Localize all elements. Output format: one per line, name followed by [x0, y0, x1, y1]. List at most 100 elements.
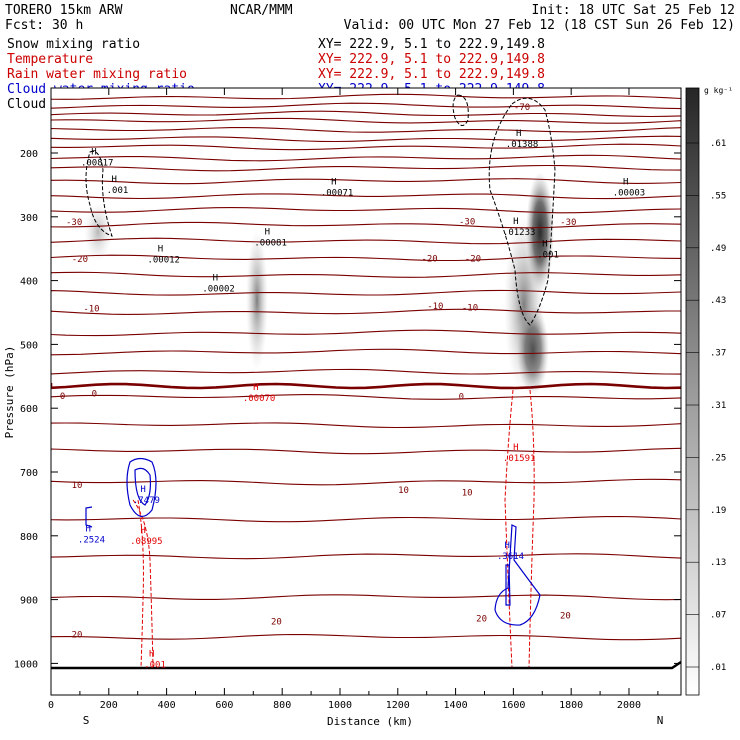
- maximum-marker: H: [516, 129, 521, 139]
- maximum-label: .01233: [503, 228, 536, 238]
- shade-blob: [246, 230, 268, 370]
- y-tick-label: 300: [20, 213, 38, 224]
- cloud-water-contour: [85, 506, 93, 528]
- field-name: Snow mixing ratio: [7, 37, 140, 52]
- isotherm-label: 10: [462, 488, 473, 498]
- colorbar-labels: .01 .07 .13 .19 .25 .31 .37 .43 .49 .55 .61: [686, 139, 726, 673]
- cloud-water-contour: [134, 467, 152, 506]
- isotherm: [51, 207, 681, 214]
- isotherm: [51, 368, 681, 375]
- model-title: TORERO 15km ARW: [5, 3, 123, 18]
- x-tick-label: 400: [158, 700, 176, 711]
- maximum-marker: H: [158, 245, 163, 255]
- x-tick-label: 2000: [617, 700, 641, 711]
- isotherm: [51, 127, 681, 133]
- isotherm: [51, 117, 681, 124]
- freezing-isotherm: [51, 382, 681, 390]
- x-tick-label: 1200: [386, 700, 410, 711]
- isotherm-label: -10: [462, 303, 478, 313]
- isotherm: [51, 289, 681, 296]
- maximum-marker: H: [213, 273, 218, 283]
- x-tick-label: 1400: [444, 700, 468, 711]
- rain-contour: [528, 389, 535, 669]
- maximum-marker: H: [542, 239, 547, 249]
- x-axis-title: Distance (km): [327, 715, 413, 728]
- x-tick-label: 0: [48, 700, 54, 711]
- colorbar-label: .31: [710, 401, 726, 411]
- isotherm: [51, 254, 681, 262]
- isotherm: [51, 271, 681, 278]
- maximum-label: .00081: [254, 238, 287, 248]
- isotherm: [51, 154, 681, 162]
- x-tick-label: 1800: [559, 700, 583, 711]
- maximum-marker: H: [513, 443, 518, 453]
- isotherm: [51, 193, 681, 200]
- field-name: Rain water mixing ratio: [7, 67, 187, 82]
- isotherm: [51, 329, 681, 337]
- isotherm: [51, 237, 681, 245]
- temperature-contours: [51, 93, 681, 641]
- isotherm-label: 0: [459, 393, 464, 403]
- plot-frame: [50, 87, 682, 696]
- colorbar-label: .37: [710, 349, 726, 359]
- isotherm: [51, 110, 681, 118]
- org-label: NCAR/MMM: [230, 3, 293, 18]
- colorbar-label: .49: [710, 244, 726, 254]
- shade-blob: [84, 202, 112, 262]
- isotherm: [51, 221, 681, 229]
- isotherm-label: 10: [398, 486, 409, 496]
- isotherm-label: -70: [514, 103, 530, 113]
- field-xy: XY= 222.9, 5.1 to 222.9,149.8: [318, 52, 545, 67]
- isotherm-label: 0: [60, 392, 65, 402]
- maximum-marker: H: [265, 227, 270, 237]
- ice-contour: [452, 94, 469, 126]
- colorbar-label: .01: [710, 663, 726, 673]
- maximum-label: .00817: [81, 159, 114, 169]
- field-xy: XY= 222.9, 5.1 to 222.9,149.8: [318, 67, 545, 82]
- x-tick-label: 1600: [501, 700, 525, 711]
- shade-blob: [517, 305, 549, 395]
- isotherm: [51, 422, 681, 429]
- y-tick-label: 600: [20, 404, 38, 415]
- x-tick-label: 600: [215, 700, 233, 711]
- y-axis-title: Pressure (hPa): [3, 346, 16, 439]
- ground-line: [51, 660, 681, 670]
- south-label: S: [83, 714, 90, 727]
- y-tick-label: 1000: [14, 659, 38, 670]
- maximum-label: .2524: [78, 536, 105, 546]
- contour-labels: -70 -30 -30 -30 -20 -20 -20 -10 -10 -10 0 0 0 10 10 10 2…: [60, 103, 577, 641]
- colorbar-unit: g kg⁻¹: [704, 86, 733, 95]
- shade-blob: [526, 172, 554, 292]
- maximum-label: .00012: [147, 256, 180, 266]
- cloud-water-contour: [505, 564, 511, 606]
- colorbar-label: .25: [710, 453, 726, 463]
- isotherm: [51, 478, 681, 486]
- colorbar-label: .61: [710, 139, 726, 149]
- y-tick-label: 800: [20, 532, 38, 543]
- plot-area: -70 -30 -30 -30 -20 -20 -20 -10 -10 -10 0 0 0 10 10 10 2…: [50, 87, 682, 696]
- colorbar-label: .43: [710, 296, 726, 306]
- maximum-label: .00070: [243, 394, 276, 404]
- field-xy: XY= 222.9, 5.1 to 222.9,149.8: [318, 37, 545, 52]
- ice-contour: [488, 97, 556, 326]
- maximum-marker: H: [513, 217, 518, 227]
- y-tick-label: 500: [20, 340, 38, 351]
- maximum-label: .01591: [503, 454, 536, 464]
- isotherm: [51, 164, 681, 172]
- isotherm: [51, 394, 681, 400]
- isotherm: [51, 102, 681, 110]
- colorbar-label: .19: [710, 506, 726, 516]
- isotherm-label: -20: [465, 254, 481, 264]
- maximum-label: .001: [537, 250, 559, 260]
- y-tick-label: 400: [20, 277, 38, 288]
- y-tick-label: 200: [20, 149, 38, 160]
- isotherm-label: 20: [72, 631, 83, 641]
- maximum-label: .00002: [202, 284, 235, 294]
- header: TORERO 15km ARW NCAR/MMM Init: 18 UTC Sa…: [5, 3, 735, 33]
- x-tick-label: 1000: [328, 700, 352, 711]
- rain-contour: [504, 389, 514, 669]
- rain-contour: [132, 499, 154, 669]
- init-time: Init: 18 UTC Sat 25 Feb 12: [532, 3, 736, 18]
- isotherm-label: -30: [560, 218, 576, 228]
